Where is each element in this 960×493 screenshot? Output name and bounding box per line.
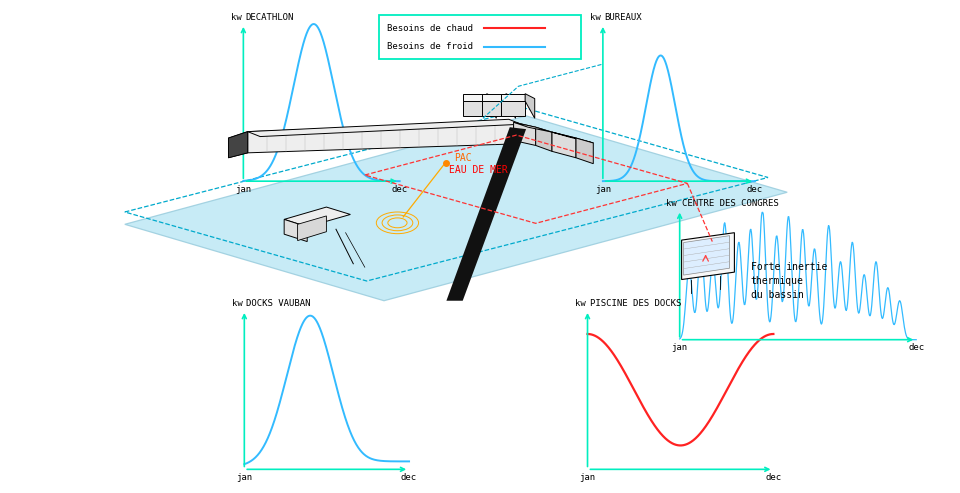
Polygon shape <box>298 216 326 241</box>
Text: dec: dec <box>747 185 763 194</box>
Text: dec: dec <box>908 343 924 352</box>
Text: jan: jan <box>235 185 252 194</box>
Polygon shape <box>514 122 552 132</box>
Polygon shape <box>514 122 536 145</box>
Polygon shape <box>684 236 730 275</box>
Text: DOCKS VAUBAN: DOCKS VAUBAN <box>246 299 311 308</box>
Polygon shape <box>506 94 516 118</box>
Text: jan: jan <box>236 473 252 482</box>
Polygon shape <box>125 116 787 301</box>
Polygon shape <box>228 132 248 158</box>
Polygon shape <box>284 219 307 242</box>
Polygon shape <box>446 127 526 301</box>
Polygon shape <box>463 101 487 116</box>
Polygon shape <box>682 233 734 280</box>
Polygon shape <box>536 127 552 151</box>
Text: kw: kw <box>575 299 586 308</box>
Text: BUREAUX: BUREAUX <box>605 13 642 22</box>
Polygon shape <box>552 132 576 158</box>
Polygon shape <box>482 101 506 116</box>
Polygon shape <box>463 94 487 101</box>
Polygon shape <box>525 94 535 118</box>
Text: EAU DE MER: EAU DE MER <box>449 165 508 175</box>
Text: CENTRE DES CONGRES: CENTRE DES CONGRES <box>683 199 780 208</box>
Text: PISCINE DES DOCKS: PISCINE DES DOCKS <box>589 299 681 308</box>
Polygon shape <box>248 122 514 153</box>
Polygon shape <box>487 94 496 118</box>
Polygon shape <box>248 119 521 137</box>
Text: dec: dec <box>392 185 408 194</box>
Text: dec: dec <box>401 473 417 482</box>
Text: kw: kw <box>666 199 677 208</box>
Text: jan: jan <box>595 185 611 194</box>
Text: kw: kw <box>590 13 601 22</box>
Text: dec: dec <box>765 473 781 482</box>
Polygon shape <box>228 132 248 158</box>
Text: Besoins de chaud: Besoins de chaud <box>387 24 473 33</box>
Polygon shape <box>284 207 350 227</box>
Text: kw: kw <box>231 299 243 308</box>
Text: jan: jan <box>580 473 595 482</box>
Text: Forte inertie
thermique
du bassin: Forte inertie thermique du bassin <box>751 262 828 300</box>
FancyBboxPatch shape <box>379 15 581 59</box>
Text: PAC: PAC <box>454 153 471 163</box>
Polygon shape <box>501 94 525 101</box>
Text: jan: jan <box>672 343 687 352</box>
Polygon shape <box>576 138 593 164</box>
Polygon shape <box>552 132 593 143</box>
Text: Besoins de froid: Besoins de froid <box>387 42 473 51</box>
Polygon shape <box>501 101 525 116</box>
Text: DECATHLON: DECATHLON <box>245 13 294 22</box>
Polygon shape <box>482 94 506 101</box>
Text: kw: kw <box>230 13 242 22</box>
